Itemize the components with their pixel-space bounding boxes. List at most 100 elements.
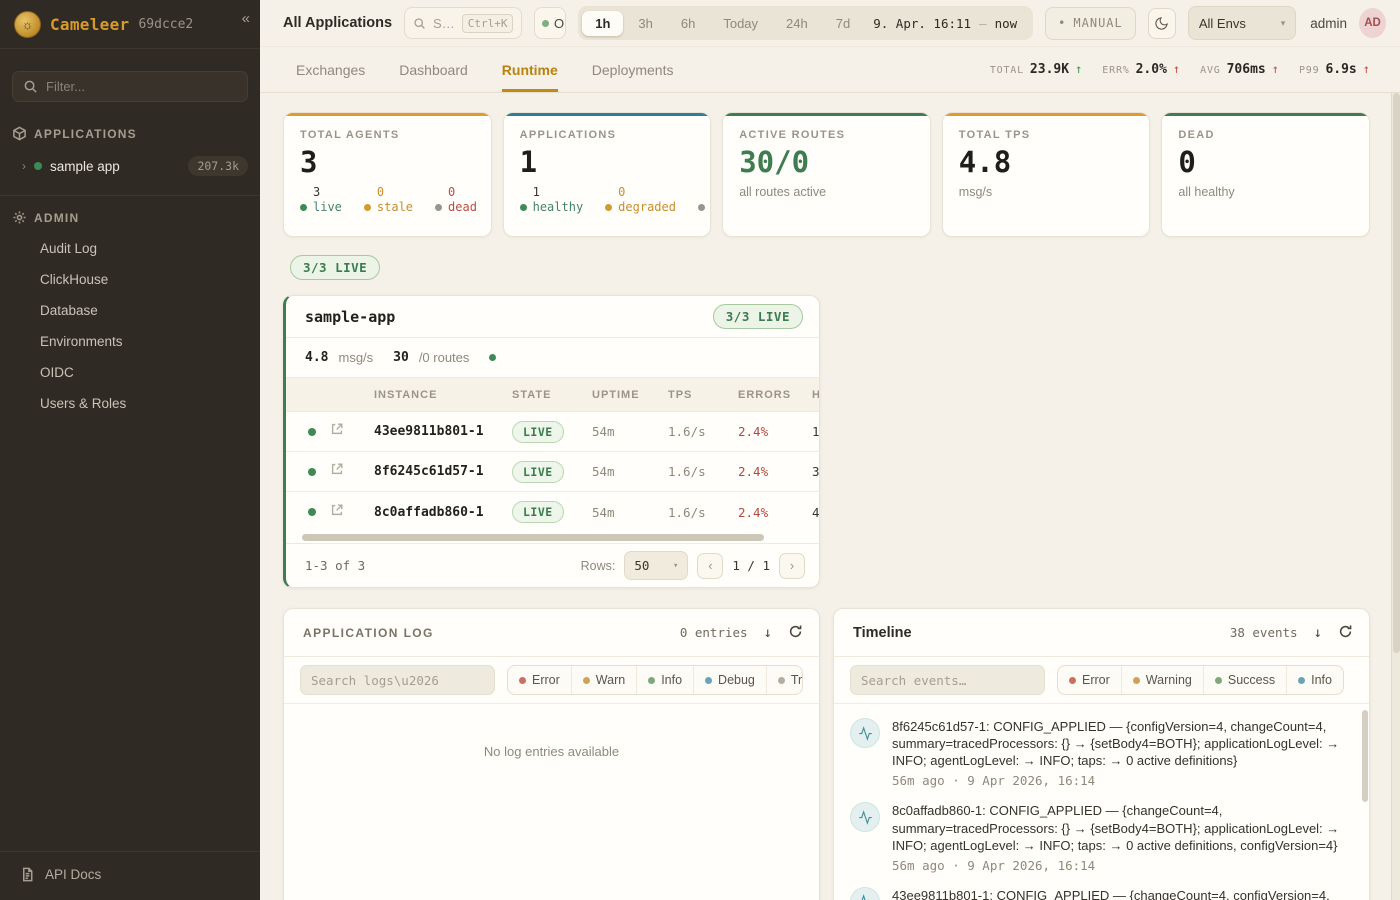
environment-select[interactable]: All Envs ▾ bbox=[1187, 6, 1297, 40]
log-search-input[interactable] bbox=[300, 665, 495, 695]
sidebar-filter-input[interactable] bbox=[12, 71, 248, 102]
refresh-mode-button[interactable]: • MANUAL bbox=[1045, 6, 1136, 40]
card-title: ACTIVE ROUTES bbox=[739, 129, 846, 141]
time-range-24h[interactable]: 24h bbox=[786, 15, 808, 31]
external-link-icon[interactable] bbox=[330, 462, 374, 481]
next-page-button[interactable]: › bbox=[779, 552, 805, 579]
sidebar-item-users-roles[interactable]: Users & Roles bbox=[40, 396, 127, 411]
instances-table-header: INSTANCE STATE UPTIME TPS ERRORS H bbox=[286, 378, 819, 412]
time-range-display[interactable]: 9. Apr. 16:11 – now bbox=[865, 16, 1029, 31]
kpi-strip: TOTAL 23.9K ↑ ERR% 2.0% ↑ AVG 706ms ↑ P9… bbox=[990, 47, 1370, 92]
global-search-input[interactable]: S… Ctrl+K bbox=[404, 7, 523, 39]
scrollbar-thumb[interactable] bbox=[302, 534, 764, 541]
timeline-events-list: 8f6245c61d57-1: CONFIG_APPLIED — {config… bbox=[834, 704, 1369, 900]
sidebar-item-oidc[interactable]: OIDC bbox=[40, 365, 74, 380]
external-link-icon[interactable] bbox=[330, 422, 374, 441]
event-text: 8f6245c61d57-1: CONFIG_APPLIED — {config… bbox=[892, 719, 1340, 769]
download-icon[interactable]: ↓ bbox=[1313, 624, 1322, 641]
timeline-event[interactable]: 8c0affadb860-1: CONFIG_APPLIED — {change… bbox=[850, 802, 1355, 873]
table-row[interactable]: 8f6245c61d57-1 LIVE 54m 1.6/s 2.4% 3 bbox=[286, 452, 819, 492]
avatar[interactable]: AD bbox=[1359, 8, 1387, 38]
instance-id[interactable]: 8f6245c61d57-1 bbox=[374, 464, 484, 479]
time-range-3h[interactable]: 3h bbox=[638, 15, 653, 31]
error-dot bbox=[519, 676, 526, 684]
sidebar-item-sample-app[interactable]: › sample app 207.3k bbox=[0, 149, 260, 183]
instance-id[interactable]: 43ee9811b801-1 bbox=[374, 424, 484, 439]
sidebar-item-database[interactable]: Database bbox=[40, 303, 98, 318]
sidebar-item-audit-log[interactable]: Audit Log bbox=[40, 241, 98, 256]
instance-id[interactable]: 8c0affadb860-1 bbox=[374, 504, 484, 520]
sidebar-filter-field[interactable] bbox=[46, 79, 237, 94]
error-dot bbox=[1069, 676, 1076, 684]
col-errors[interactable]: ERRORS bbox=[738, 388, 792, 401]
connection-status-pill[interactable]: O bbox=[534, 7, 567, 39]
filter-info[interactable]: Info bbox=[636, 666, 693, 694]
col-uptime[interactable]: UPTIME bbox=[592, 388, 640, 401]
col-tps[interactable]: TPS bbox=[668, 388, 693, 401]
table-horizontal-scrollbar[interactable] bbox=[288, 533, 817, 542]
filter-success[interactable]: Success bbox=[1202, 666, 1286, 694]
prev-page-button[interactable]: ‹ bbox=[697, 552, 724, 579]
kpi-total: TOTAL 23.9K ↑ bbox=[990, 62, 1082, 77]
tab-deployments[interactable]: Deployments bbox=[591, 61, 674, 78]
card-value: 1 bbox=[519, 145, 538, 179]
time-range-6h[interactable]: 6h bbox=[680, 15, 696, 31]
timeline-search-field[interactable] bbox=[861, 672, 1034, 688]
filter-error[interactable]: Error bbox=[1058, 666, 1121, 694]
table-row[interactable]: 8c0affadb860-1 LIVE 54m 1.6/s 2.4% 4 bbox=[286, 492, 819, 532]
sidebar-item-clickhouse[interactable]: ClickHouse bbox=[40, 272, 109, 287]
live-dot bbox=[300, 204, 307, 212]
tab-exchanges[interactable]: Exchanges bbox=[296, 61, 366, 78]
scrollbar-thumb[interactable] bbox=[1393, 93, 1400, 653]
card-accent bbox=[723, 113, 930, 116]
kpi-label: P99 bbox=[1298, 65, 1320, 76]
refresh-icon[interactable] bbox=[788, 624, 803, 642]
filter-trace[interactable]: Trace bbox=[765, 666, 802, 694]
timeline-scrollbar-thumb[interactable] bbox=[1362, 710, 1368, 802]
time-range-7d[interactable]: 7d bbox=[835, 15, 851, 31]
col-instance[interactable]: INSTANCE bbox=[374, 388, 438, 401]
filter-warning[interactable]: Warning bbox=[1120, 666, 1203, 694]
event-text: 43ee9811b801-1: CONFIG_APPLIED — {change… bbox=[892, 887, 1330, 900]
sidebar-collapse-icon[interactable]: « bbox=[241, 10, 250, 27]
download-icon[interactable]: ↓ bbox=[763, 624, 772, 641]
external-link-icon[interactable] bbox=[330, 503, 374, 522]
col-state[interactable]: STATE bbox=[512, 388, 552, 401]
search-shortcut-kbd: Ctrl+K bbox=[461, 13, 514, 33]
table-row[interactable]: 43ee9811b801-1 LIVE 54m 1.6/s 2.4% 1 bbox=[286, 412, 819, 452]
sub-label: healthy bbox=[532, 200, 584, 215]
page-vertical-scrollbar[interactable] bbox=[1391, 93, 1400, 900]
sidebar-item-environments[interactable]: Environments bbox=[40, 334, 123, 349]
tab-runtime[interactable]: Runtime bbox=[501, 47, 558, 92]
card-value: 3 bbox=[300, 145, 318, 179]
filter-warn[interactable]: Warn bbox=[570, 666, 636, 694]
card-total-agents: TOTAL AGENTS 3 3 live 0 stale 0 dead bbox=[283, 112, 492, 237]
timeline-filter-group: Error Warning Success Info bbox=[1057, 665, 1344, 695]
live-summary-badge[interactable]: 3/3 LIVE bbox=[290, 255, 381, 280]
chevron-right-icon[interactable]: › bbox=[22, 159, 26, 173]
errors-cell: 2.4% bbox=[738, 464, 769, 479]
filter-info[interactable]: Info bbox=[1286, 666, 1343, 694]
errors-cell: 2.4% bbox=[738, 504, 769, 520]
rows-per-page-select[interactable]: 50 ▾ bbox=[624, 551, 689, 580]
timeline-event[interactable]: 43ee9811b801-1: CONFIG_APPLIED — {change… bbox=[850, 886, 1355, 900]
filter-error[interactable]: Error bbox=[508, 666, 571, 694]
sidebar-item-api-docs[interactable]: API Docs bbox=[0, 851, 260, 900]
log-search-field[interactable] bbox=[311, 672, 484, 688]
time-range-today[interactable]: Today bbox=[723, 15, 759, 31]
application-panel-header[interactable]: sample-app 3/3 LIVE bbox=[286, 296, 819, 338]
dark-mode-toggle[interactable] bbox=[1147, 7, 1176, 39]
filter-debug[interactable]: Debug bbox=[693, 666, 766, 694]
card-value: 4.8 bbox=[958, 145, 1012, 179]
kpi-label: ERR% bbox=[1102, 65, 1130, 76]
timeline-search-input[interactable] bbox=[850, 665, 1045, 695]
timeline-event[interactable]: 8f6245c61d57-1: CONFIG_APPLIED — {config… bbox=[850, 718, 1355, 788]
col-extra[interactable]: H bbox=[812, 389, 819, 401]
tab-dashboard[interactable]: Dashboard bbox=[399, 61, 468, 78]
card-accent bbox=[942, 113, 1150, 116]
kpi-label: TOTAL bbox=[989, 65, 1024, 76]
app-status-dot bbox=[34, 162, 42, 170]
time-range-1h[interactable]: 1h bbox=[582, 10, 624, 36]
refresh-icon[interactable] bbox=[1338, 624, 1353, 642]
